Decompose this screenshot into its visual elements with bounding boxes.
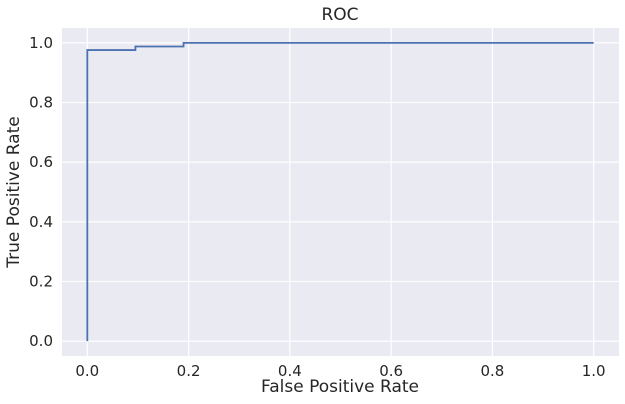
y-axis-ticks: 0.0 0.2 0.4 0.6 0.8 1.0 [29, 34, 53, 350]
x-tick-label: 0.8 [480, 362, 504, 380]
y-tick-label: 0.4 [29, 213, 53, 231]
x-tick-label: 0.4 [278, 362, 302, 380]
x-tick-label: 1.0 [582, 362, 606, 380]
x-axis-label: False Positive Rate [261, 377, 419, 397]
x-tick-label: 0.0 [75, 362, 99, 380]
y-tick-label: 1.0 [29, 34, 53, 52]
y-tick-label: 0.2 [29, 272, 53, 290]
x-axis-ticks: 0.0 0.2 0.4 0.6 0.8 1.0 [75, 362, 605, 380]
y-tick-label: 0.8 [29, 94, 53, 112]
plot-background [62, 28, 619, 356]
x-tick-label: 0.6 [379, 362, 403, 380]
y-tick-label: 0.0 [29, 332, 53, 350]
y-axis-label: True Positive Rate [4, 116, 24, 268]
grid [62, 28, 619, 356]
chart-title: ROC [321, 5, 358, 25]
roc-curve-line [86, 42, 594, 342]
series-layer [86, 42, 594, 342]
x-tick-label: 0.2 [177, 362, 201, 380]
y-tick-label: 0.6 [29, 153, 53, 171]
